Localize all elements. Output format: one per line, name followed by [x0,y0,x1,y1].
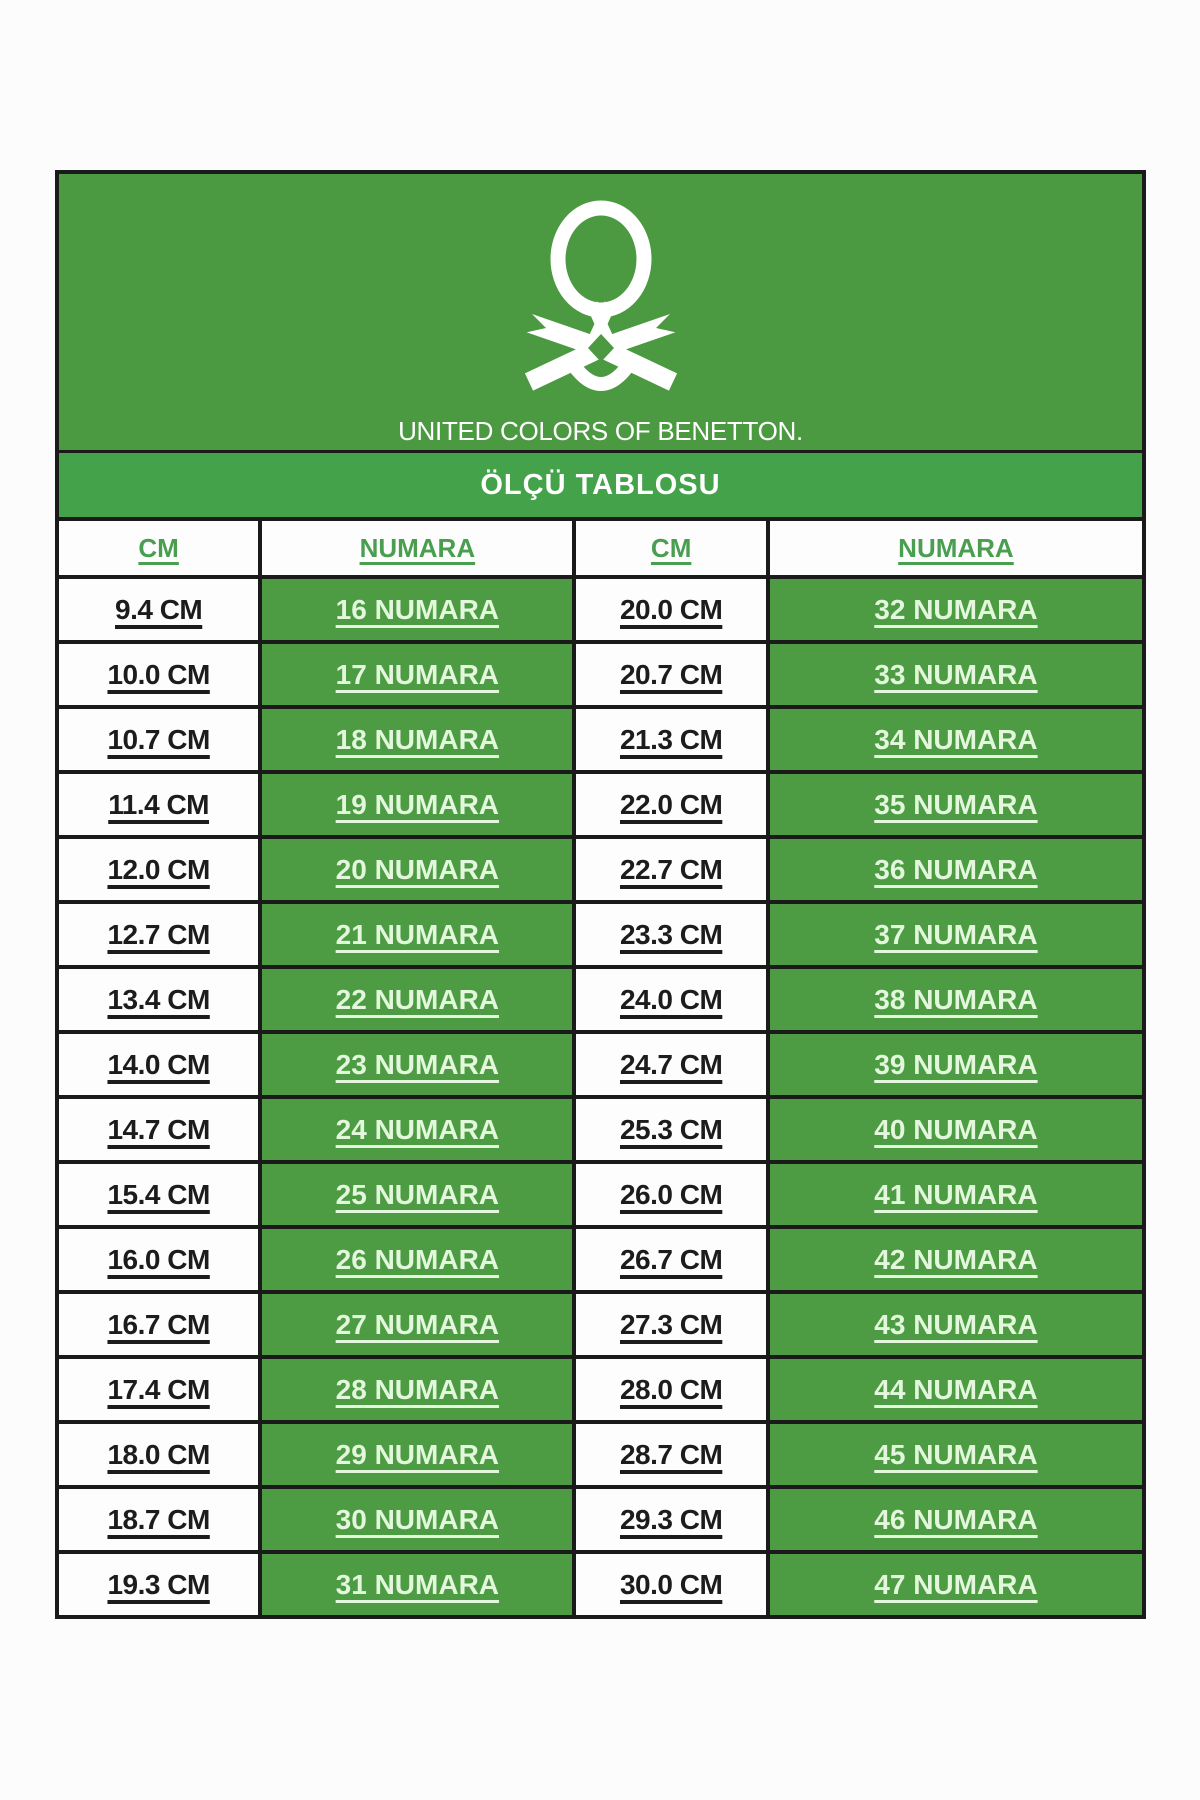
numara-cell: 36 NUMARA [765,835,1147,904]
table-row: 11.4 CM 19 NUMARA 22.0 CM 35 NUMARA [54,770,1147,839]
cm-cell: 18.7 CM [54,1485,263,1554]
brand-wordmark: UNITED COLORS OF BENETTON. [398,415,803,446]
col-header-numara-left: NUMARA [258,517,577,579]
table-row: 10.0 CM 17 NUMARA 20.7 CM 33 NUMARA [54,640,1147,709]
brand-header: UNITED COLORS OF BENETTON. [55,170,1146,453]
numara-cell: 22 NUMARA [258,965,577,1034]
col-header-cm-right: CM [572,517,770,579]
cm-cell: 23.3 CM [572,900,770,969]
table-row: 16.0 CM 26 NUMARA 26.7 CM 42 NUMARA [54,1225,1147,1294]
cm-cell: 28.7 CM [572,1420,770,1489]
cm-cell: 26.7 CM [572,1225,770,1294]
cm-cell: 24.0 CM [572,965,770,1034]
table-row: 18.0 CM 29 NUMARA 28.7 CM 45 NUMARA [54,1420,1147,1489]
cm-cell: 26.0 CM [572,1160,770,1229]
brand-logo-block: UNITED COLORS OF BENETTON. [61,178,1140,447]
cm-cell: 16.0 CM [54,1225,263,1294]
table-row: 19.3 CM 31 NUMARA 30.0 CM 47 NUMARA [54,1550,1147,1619]
numara-cell: 17 NUMARA [258,640,577,709]
numara-cell: 46 NUMARA [765,1485,1147,1554]
table-row: 17.4 CM 28 NUMARA 28.0 CM 44 NUMARA [54,1355,1147,1424]
numara-cell: 31 NUMARA [258,1550,577,1619]
cm-cell: 21.3 CM [572,705,770,774]
col-header-numara-right: NUMARA [765,517,1147,579]
numara-cell: 45 NUMARA [765,1420,1147,1489]
numara-cell: 38 NUMARA [765,965,1147,1034]
col-header-cm-left: CM [54,517,263,579]
numara-cell: 37 NUMARA [765,900,1147,969]
cm-cell: 11.4 CM [54,770,263,839]
cm-cell: 16.7 CM [54,1290,263,1359]
table-row: 14.0 CM 23 NUMARA 24.7 CM 39 NUMARA [54,1030,1147,1099]
cm-cell: 12.7 CM [54,900,263,969]
numara-cell: 47 NUMARA [765,1550,1147,1619]
cm-cell: 17.4 CM [54,1355,263,1424]
cm-cell: 22.0 CM [572,770,770,839]
cm-cell: 14.7 CM [54,1095,263,1164]
cm-cell: 30.0 CM [572,1550,770,1619]
table-row: 15.4 CM 25 NUMARA 26.0 CM 41 NUMARA [54,1160,1147,1229]
benetton-knot-icon [518,200,683,391]
cm-cell: 22.7 CM [572,835,770,904]
numara-cell: 39 NUMARA [765,1030,1147,1099]
cm-cell: 12.0 CM [54,835,263,904]
numara-cell: 30 NUMARA [258,1485,577,1554]
table-row: 16.7 CM 27 NUMARA 27.3 CM 43 NUMARA [54,1290,1147,1359]
numara-cell: 40 NUMARA [765,1095,1147,1164]
numara-cell: 25 NUMARA [258,1160,577,1229]
cm-cell: 19.3 CM [54,1550,263,1619]
cm-cell: 29.3 CM [572,1485,770,1554]
numara-cell: 32 NUMARA [765,575,1147,644]
numara-cell: 33 NUMARA [765,640,1147,709]
cm-cell: 25.3 CM [572,1095,770,1164]
numara-cell: 35 NUMARA [765,770,1147,839]
numara-cell: 42 NUMARA [765,1225,1147,1294]
cm-cell: 28.0 CM [572,1355,770,1424]
numara-cell: 21 NUMARA [258,900,577,969]
numara-cell: 23 NUMARA [258,1030,577,1099]
table-title-row: ÖLÇÜ TABLOSU [55,450,1146,521]
table-row: 13.4 CM 22 NUMARA 24.0 CM 38 NUMARA [54,965,1147,1034]
table-row: 18.7 CM 30 NUMARA 29.3 CM 46 NUMARA [54,1485,1147,1554]
numara-cell: 16 NUMARA [258,575,577,644]
cm-cell: 15.4 CM [54,1160,263,1229]
numara-cell: 26 NUMARA [258,1225,577,1294]
cm-cell: 20.7 CM [572,640,770,709]
numara-cell: 44 NUMARA [765,1355,1147,1424]
numara-cell: 20 NUMARA [258,835,577,904]
brand-header-row: UNITED COLORS OF BENETTON. [55,170,1146,453]
table-title-bar: ÖLÇÜ TABLOSU [55,450,1146,521]
cm-cell: 10.0 CM [54,640,263,709]
column-header-row: CM NUMARA CM NUMARA [54,517,1147,579]
numara-cell: 29 NUMARA [258,1420,577,1489]
table-row: 10.7 CM 18 NUMARA 21.3 CM 34 NUMARA [54,705,1147,774]
cm-cell: 27.3 CM [572,1290,770,1359]
numara-cell: 41 NUMARA [765,1160,1147,1229]
cm-cell: 14.0 CM [54,1030,263,1099]
numara-cell: 28 NUMARA [258,1355,577,1424]
cm-cell: 9.4 CM [54,575,263,644]
numara-cell: 24 NUMARA [258,1095,577,1164]
table-row: 9.4 CM 16 NUMARA 20.0 CM 32 NUMARA [54,575,1147,644]
size-chart-table: UNITED COLORS OF BENETTON. ÖLÇÜ TABLOSU … [54,170,1147,1619]
table-title: ÖLÇÜ TABLOSU [480,468,721,501]
cm-cell: 13.4 CM [54,965,263,1034]
cm-cell: 24.7 CM [572,1030,770,1099]
table-row: 12.0 CM 20 NUMARA 22.7 CM 36 NUMARA [54,835,1147,904]
table-row: 14.7 CM 24 NUMARA 25.3 CM 40 NUMARA [54,1095,1147,1164]
cm-cell: 10.7 CM [54,705,263,774]
numara-cell: 34 NUMARA [765,705,1147,774]
cm-cell: 20.0 CM [572,575,770,644]
table-row: 12.7 CM 21 NUMARA 23.3 CM 37 NUMARA [54,900,1147,969]
numara-cell: 43 NUMARA [765,1290,1147,1359]
numara-cell: 18 NUMARA [258,705,577,774]
cm-cell: 18.0 CM [54,1420,263,1489]
numara-cell: 27 NUMARA [258,1290,577,1359]
numara-cell: 19 NUMARA [258,770,577,839]
